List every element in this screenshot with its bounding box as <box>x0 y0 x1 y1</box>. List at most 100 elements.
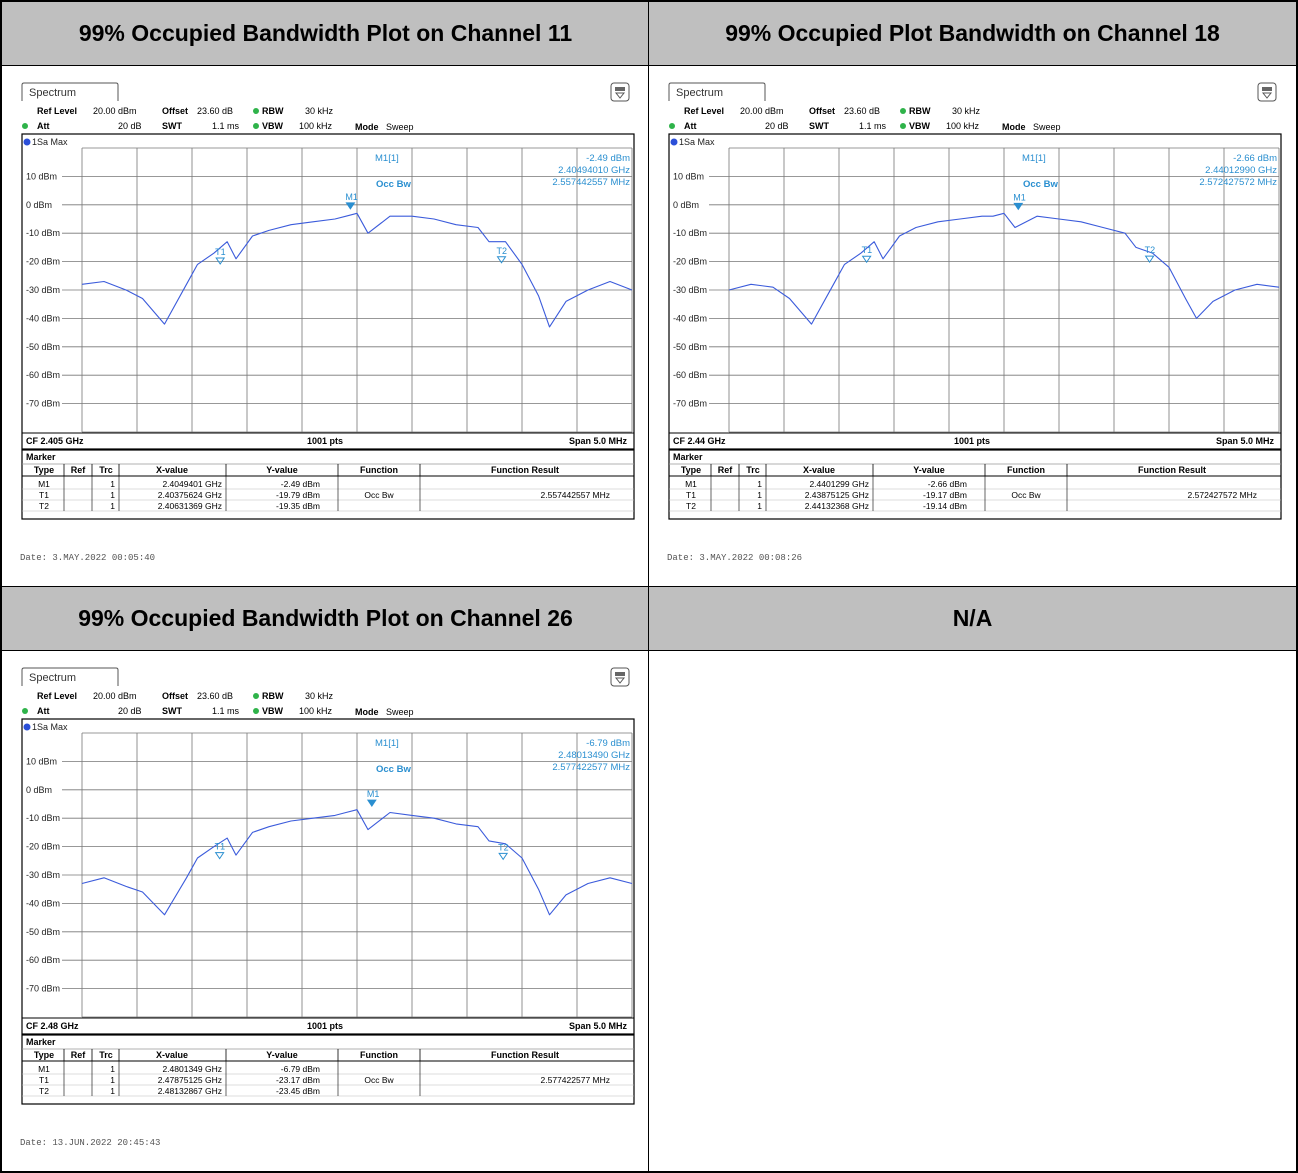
att-label: Att <box>37 706 50 716</box>
table-cell-type: T1 <box>686 490 696 500</box>
marker-t1-label: T1 <box>215 842 226 852</box>
att-value: 20 dB <box>118 121 142 131</box>
readout-occbw-label: Occ Bw <box>376 764 411 775</box>
marker-m1-symbol <box>366 799 377 807</box>
marker-t2-label: T2 <box>1145 245 1156 255</box>
y-tick-label: -10 dBm <box>673 228 707 238</box>
rbw-label: RBW <box>262 691 284 701</box>
rbw-value: 30 kHz <box>305 691 334 701</box>
swt-value: 1.1 ms <box>859 121 887 131</box>
table-cell-trc: 1 <box>110 1064 115 1074</box>
center-frequency: CF 2.44 GHz <box>673 436 726 446</box>
att-value: 20 dB <box>118 706 142 716</box>
marker-t2-symbol <box>1144 255 1155 264</box>
readout-m1-label: M1[1] <box>375 738 399 749</box>
y-tick-label: -50 dBm <box>673 342 707 352</box>
marker-t2-label: T2 <box>497 246 508 256</box>
mode-label: Mode <box>1002 122 1026 132</box>
vbw-value: 100 kHz <box>946 121 980 131</box>
panel-heading: N/A <box>649 587 1296 651</box>
settings-icon-bar <box>615 87 625 91</box>
y-tick-label: 10 dBm <box>26 756 57 766</box>
mode-label: Mode <box>355 122 379 132</box>
marker-table-frame <box>668 449 1282 520</box>
table-header-cell: X-value <box>156 1050 188 1060</box>
y-tick-label: -10 dBm <box>26 228 60 238</box>
readout-occbw-label: Occ Bw <box>1023 179 1058 190</box>
swt-label: SWT <box>162 121 182 131</box>
mode-value: Sweep <box>386 707 414 717</box>
table-cell-type: M1 <box>38 479 50 489</box>
table-header-cell: Function <box>360 465 398 475</box>
marker-m1-label: M1 <box>367 789 380 799</box>
mode-value: Sweep <box>386 122 414 132</box>
marker-table-title: Marker <box>26 452 56 462</box>
marker-t1-symbol <box>215 257 226 265</box>
trace-label: 1Sa Max <box>32 137 68 147</box>
y-tick-label: 10 dBm <box>26 171 57 181</box>
table-header-cell: Y-value <box>266 465 298 475</box>
settings-icon-bar <box>615 672 625 676</box>
table-header-cell: Ref <box>71 465 87 475</box>
span: Span 5.0 MHz <box>569 436 628 446</box>
y-tick-label: -40 dBm <box>26 313 60 323</box>
plot-grid <box>81 147 633 433</box>
marker-table-frame <box>21 449 635 520</box>
table-cell-type: M1 <box>38 1064 50 1074</box>
table-cell-trc: 1 <box>757 479 762 489</box>
settings-icon <box>610 82 630 102</box>
panel-heading: 99% Occupied Bandwidth Plot on Channel 2… <box>2 587 649 651</box>
y-tick-label: -50 dBm <box>26 927 60 937</box>
table-header-cell: Function Result <box>1138 465 1206 475</box>
rbw-label: RBW <box>262 106 284 116</box>
spectrum-tab-label: Spectrum <box>29 87 76 99</box>
table-cell-function-result: 2.572427572 MHz <box>1188 490 1257 500</box>
swt-value: 1.1 ms <box>212 706 240 716</box>
spectrum-tab-label: Spectrum <box>676 87 723 99</box>
y-tick-label: 0 dBm <box>26 785 52 795</box>
rbw-label: RBW <box>909 106 931 116</box>
table-cell-x-value: 2.44132368 GHz <box>805 501 869 511</box>
table-cell-type: T2 <box>686 501 696 511</box>
table-cell-trc: 1 <box>110 501 115 511</box>
table-cell-type: T1 <box>39 490 49 500</box>
y-tick-label: -30 dBm <box>26 285 60 295</box>
table-cell-y-value: -23.45 dBm <box>276 1086 320 1096</box>
y-tick-label: -70 dBm <box>26 399 60 409</box>
table-header-cell: Function Result <box>491 1050 559 1060</box>
sweep-points: 1001 pts <box>307 436 343 446</box>
table-cell-y-value: -23.17 dBm <box>276 1075 320 1085</box>
readout-occbw-value: 2.577422577 MHz <box>552 762 630 773</box>
table-cell-y-value: -19.14 dBm <box>923 501 967 511</box>
spectrum-screenshot: Spectrum Ref Level 20.00 dBm Offset 23.60 dB… <box>20 666 636 1106</box>
table-cell-type: T2 <box>39 1086 49 1096</box>
table-cell-function: Occ Bw <box>1011 490 1041 500</box>
table-cell-x-value: 2.4049401 GHz <box>162 479 222 489</box>
panel-channel-26: 99% Occupied Bandwidth Plot on Channel 2… <box>1 586 650 1172</box>
vbw-value: 100 kHz <box>299 121 333 131</box>
readout-m1-level: -6.79 dBm <box>586 738 630 749</box>
marker-t1-symbol <box>214 852 225 860</box>
sweep-points: 1001 pts <box>954 436 990 446</box>
y-tick-label: -60 dBm <box>26 955 60 965</box>
ref-level-label: Ref Level <box>37 106 77 116</box>
offset-label: Offset <box>809 106 835 116</box>
spectrum-trace <box>81 212 633 328</box>
marker-t1-label: T1 <box>215 247 226 257</box>
table-header-cell: Ref <box>71 1050 87 1060</box>
swt-value: 1.1 ms <box>212 121 240 131</box>
marker-t1-symbol <box>861 255 872 264</box>
table-cell-function: Occ Bw <box>364 1075 394 1085</box>
settings-icon <box>610 667 630 687</box>
ref-level-label: Ref Level <box>37 691 77 701</box>
table-cell-trc: 1 <box>757 501 762 511</box>
spectrum-tab <box>668 82 766 101</box>
table-cell-function-result: 2.577422577 MHz <box>541 1075 610 1085</box>
table-header-cell: X-value <box>156 465 188 475</box>
mode-label: Mode <box>355 707 379 717</box>
panel-channel-18: 99% Occupied Plot Bandwidth on Channel 1… <box>648 1 1297 588</box>
table-cell-function-result: 2.557442557 MHz <box>541 490 610 500</box>
table-cell-type: T2 <box>39 501 49 511</box>
table-header-cell: X-value <box>803 465 835 475</box>
table-cell-trc: 1 <box>110 479 115 489</box>
